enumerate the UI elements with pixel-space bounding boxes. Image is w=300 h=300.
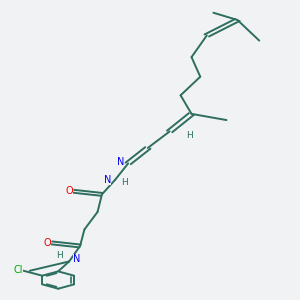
Text: H: H	[121, 178, 128, 187]
Text: N: N	[117, 158, 124, 167]
Text: N: N	[73, 254, 80, 264]
Text: O: O	[44, 238, 51, 248]
Text: H: H	[56, 251, 63, 260]
Text: H: H	[186, 131, 193, 140]
Text: O: O	[65, 186, 73, 196]
Text: N: N	[104, 175, 111, 185]
Text: Cl: Cl	[14, 265, 23, 275]
